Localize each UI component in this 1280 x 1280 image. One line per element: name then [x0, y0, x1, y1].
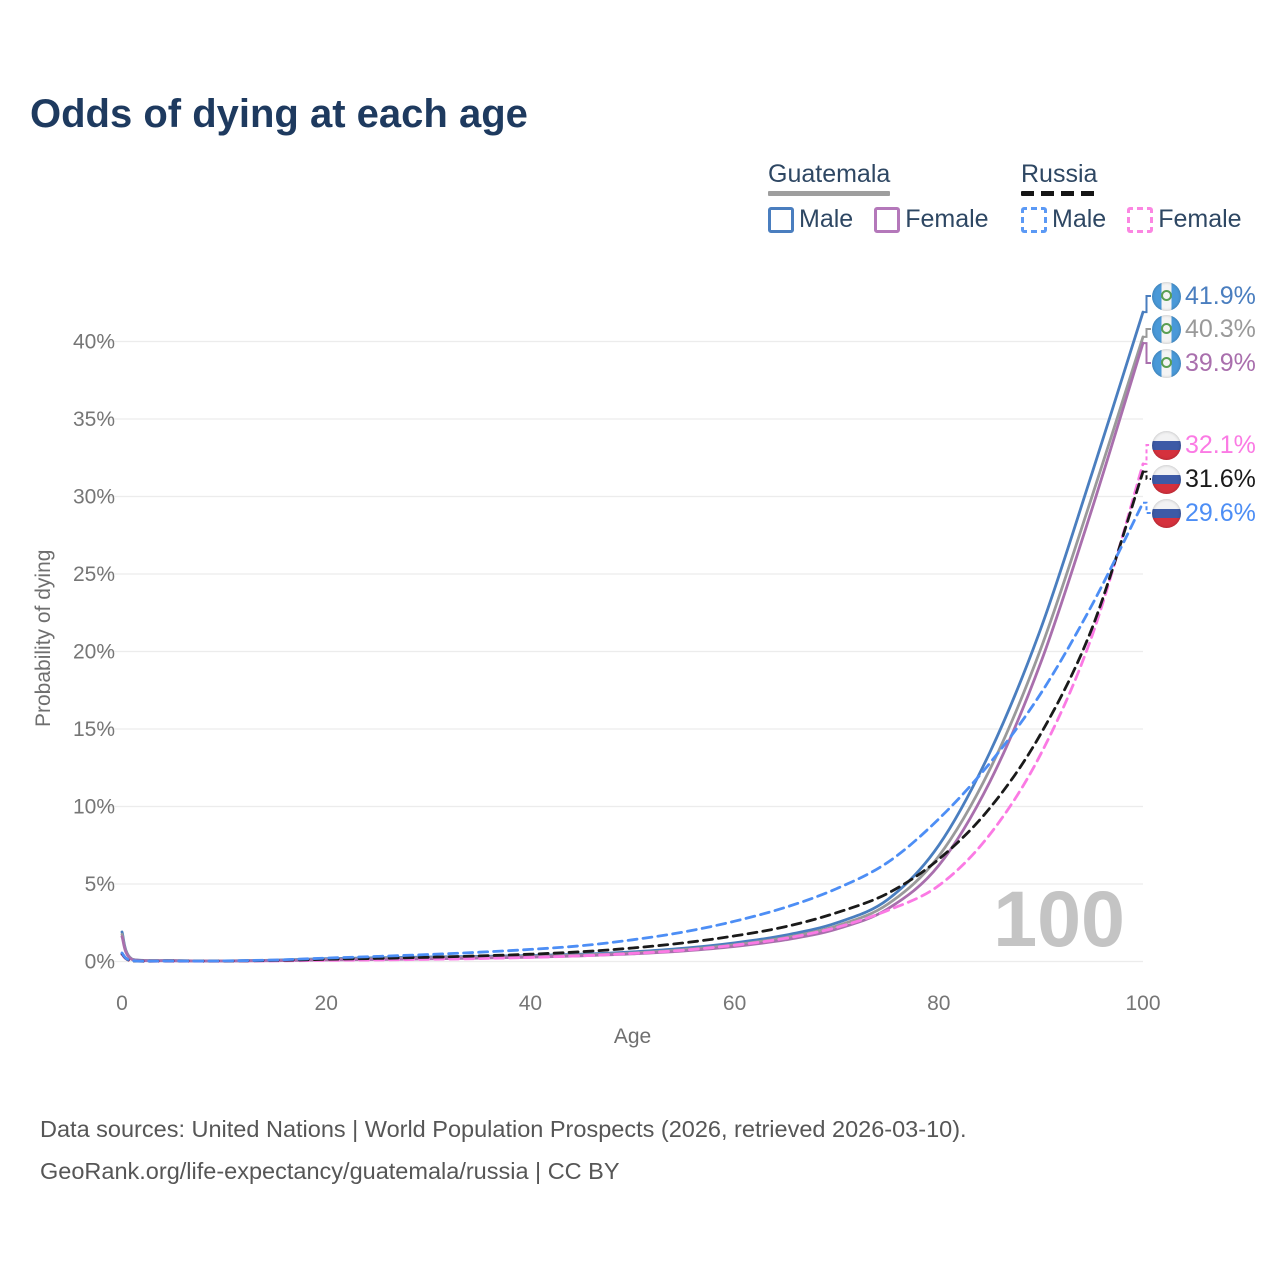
series-line-russia-male — [120, 501, 1145, 963]
legend-label-russia-female[interactable]: Female — [1158, 205, 1242, 233]
end-label-guatemala-all: 40.3% — [1152, 314, 1256, 344]
page-title: Odds of dying at each age — [30, 92, 528, 136]
end-label-connector-guatemala-female — [1143, 342, 1151, 364]
age-watermark: 100 — [993, 874, 1125, 963]
russia-line-style-swatch — [1021, 191, 1098, 196]
y-tick-label: 30% — [73, 486, 115, 509]
end-label-guatemala-male: 41.9% — [1152, 281, 1256, 311]
x-tick-label: 0 — [116, 992, 128, 1015]
series-line-russia-all — [120, 470, 1145, 963]
end-value-russia-male: 29.6% — [1185, 498, 1256, 527]
guatemala-flag-icon — [1152, 281, 1181, 311]
mortality-line-chart: 0% 5% 10% 15% 20% 25% 30% 35% 40% 100 0 20 40 60 80 100 — [73, 295, 1161, 1015]
y-tick-label: 10% — [73, 796, 115, 819]
end-label-connector-guatemala-all — [1143, 328, 1151, 338]
end-value-guatemala-all: 40.3% — [1185, 314, 1256, 343]
y-tick-label: 40% — [73, 331, 115, 354]
legend-label-russia-male[interactable]: Male — [1052, 205, 1107, 233]
checkbox-russia-male[interactable] — [1021, 206, 1047, 233]
end-label-guatemala-female: 39.9% — [1152, 348, 1256, 378]
end-label-connector-guatemala-male — [1143, 295, 1151, 314]
guatemala-flag-icon — [1152, 348, 1181, 378]
series-line-guatemala-male — [120, 310, 1145, 963]
legend-guatemala-title: Guatemala — [768, 160, 891, 188]
russia-flag-icon — [1152, 464, 1181, 494]
end-label-connector-russia-female — [1143, 444, 1151, 465]
checkbox-guatemala-female[interactable] — [874, 206, 901, 233]
end-value-guatemala-male: 41.9% — [1185, 281, 1256, 310]
x-tick-label: 60 — [723, 992, 746, 1015]
russia-flag-icon — [1152, 430, 1181, 460]
footer-data-sources: Data sources: United Nations | World Pop… — [40, 1116, 967, 1142]
y-tick-label: 35% — [73, 408, 115, 431]
series-line-russia-female — [120, 462, 1145, 963]
russia-flag-icon — [1152, 498, 1181, 528]
guatemala-flag-icon — [1152, 314, 1181, 344]
legend-russia-title: Russia — [1021, 160, 1098, 188]
guatemala-line-style-swatch — [768, 191, 891, 196]
x-axis-title: Age — [613, 1025, 652, 1048]
x-tick-label: 20 — [315, 992, 338, 1015]
y-tick-label: 20% — [73, 641, 115, 664]
x-tick-label: 40 — [519, 992, 542, 1015]
legend-label-guatemala-female[interactable]: Female — [905, 205, 989, 233]
end-value-russia-female: 32.1% — [1185, 430, 1256, 459]
y-tick-label: 25% — [73, 563, 115, 586]
legend-label-guatemala-male[interactable]: Male — [799, 205, 854, 233]
x-tick-label: 80 — [927, 992, 950, 1015]
checkbox-guatemala-male[interactable] — [768, 206, 794, 233]
footer: Data sources: United Nations | World Pop… — [40, 1108, 967, 1192]
checkbox-russia-female[interactable] — [1127, 206, 1154, 233]
series-line-guatemala-all — [120, 335, 1145, 963]
end-label-connector-russia-male — [1143, 501, 1151, 514]
legend-group-guatemala: Guatemala Male Female — [768, 161, 989, 234]
y-axis-title: Probability of dying — [32, 549, 55, 727]
end-label-connector-russia-all — [1143, 470, 1151, 480]
end-label-russia-male: 29.6% — [1152, 498, 1256, 528]
end-label-russia-all: 31.6% — [1152, 464, 1256, 494]
end-value-guatemala-female: 39.9% — [1185, 348, 1256, 377]
x-tick-label: 100 — [1125, 992, 1160, 1015]
legend-group-russia: Russia Male Female — [1021, 161, 1242, 234]
y-tick-label: 15% — [73, 718, 115, 741]
y-tick-label: 5% — [85, 873, 115, 896]
end-label-russia-female: 32.1% — [1152, 430, 1256, 460]
footer-attribution: GeoRank.org/life-expectancy/guatemala/ru… — [40, 1158, 620, 1184]
y-tick-label: 0% — [85, 951, 115, 974]
end-value-russia-all: 31.6% — [1185, 464, 1256, 493]
